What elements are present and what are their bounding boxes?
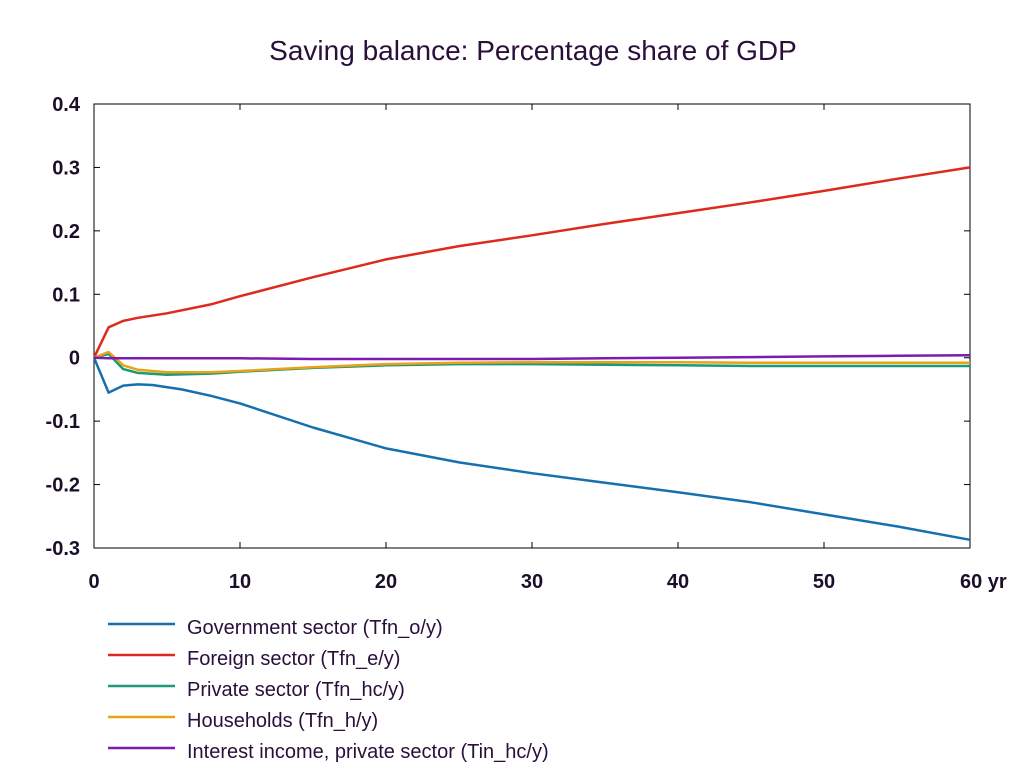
x-tick-label: 20 [375,571,397,593]
y-tick-label: 0.3 [52,157,80,179]
legend: Government sector (Tfn_o/y) Foreign secto… [108,617,549,763]
y-tick-label: 0.4 [52,94,81,116]
legend-label: Government sector (Tfn_o/y) [187,617,443,639]
x-tick-label: 10 [229,571,251,593]
chart-title: Saving balance: Percentage share of GDP [269,35,797,66]
y-tick-label: 0.2 [52,221,80,243]
series-line-5 [93,353,971,361]
y-tick-label: 0 [69,348,80,370]
plot-frame [93,103,971,549]
y-tick-label: -0.3 [46,538,80,560]
x-tick-label: 40 [667,571,689,593]
axes: -0.3 -0.2 -0.1 0 0.1 0.2 0.3 0.4 0 10 20 30 40 50 60 y… [46,94,1007,593]
legend-label: Interest income, private sector (Tin_hc/… [187,741,549,763]
x-tick-label: 30 [521,571,543,593]
x-tick-label: 50 [813,571,835,593]
series-lines [92,166,971,542]
series-line-1 [92,357,971,542]
legend-label: Private sector (Tfn_hc/y) [187,679,405,701]
y-tick-label: -0.1 [46,411,80,433]
series-line-4 [93,350,970,374]
x-tick-label: 0 [88,571,99,593]
series-line-2 [92,166,971,359]
legend-label: Foreign sector (Tfn_e/y) [187,648,400,670]
legend-label: Households (Tfn_h/y) [187,710,378,732]
y-tick-label: -0.2 [46,475,80,497]
x-tick-label: 60 yr [960,571,1007,593]
y-tick-label: 0.1 [52,284,80,306]
